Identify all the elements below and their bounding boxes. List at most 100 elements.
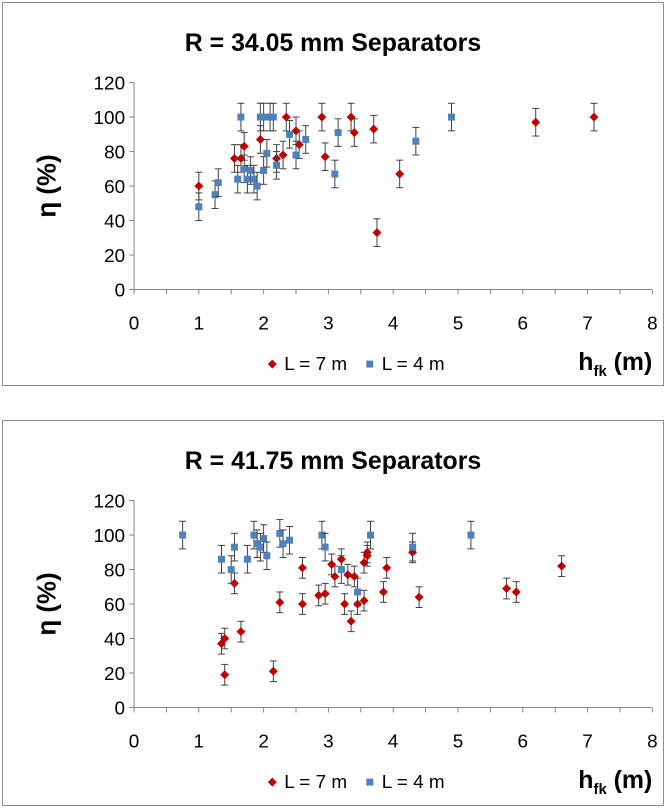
x-axis-label-main: h [578, 766, 593, 794]
series-l7m [194, 102, 599, 247]
data-point [260, 167, 268, 175]
y-tick-label: 120 [94, 74, 126, 95]
x-tick-label: 5 [453, 313, 464, 334]
data-point [218, 555, 225, 563]
data-point [314, 590, 324, 600]
data-point [367, 531, 374, 539]
data-point [255, 135, 265, 144]
data-point [327, 559, 337, 569]
data-point [354, 588, 362, 596]
data-point [243, 175, 251, 183]
x-tick-label: 7 [582, 313, 593, 334]
data-point [340, 599, 350, 609]
x-axis-label-subscript: fk [593, 781, 607, 798]
chart-panel-1: R = 34.05 mm Separators 0 20 40 60 80 100 120 0 1… [2, 2, 664, 386]
data-point [362, 551, 372, 561]
data-point [234, 175, 242, 183]
data-point [331, 170, 339, 178]
chart-1-svg: R = 34.05 mm Separators 0 20 40 60 80 100 120 0 1… [33, 29, 657, 380]
data-point [378, 587, 388, 597]
y-tick-label: 0 [115, 280, 126, 301]
data-point [346, 616, 356, 626]
x-axis-label: hfk (m) [578, 766, 652, 798]
data-point [298, 599, 307, 609]
x-tick-label: 6 [517, 313, 528, 334]
x-axis-label-main: h [578, 348, 593, 376]
series-l4m [195, 102, 455, 222]
data-point [253, 182, 261, 190]
data-point [318, 531, 326, 539]
data-point [448, 113, 455, 121]
series-l4m [179, 519, 475, 607]
data-point [321, 543, 329, 551]
y-tick-label: 20 [104, 246, 125, 267]
x-tick-label: 1 [194, 313, 205, 334]
chart-panel-2: R = 41.75 mm Separators 0 20 40 60 80 100 120 0 1… [2, 420, 664, 806]
x-tick-label: 3 [323, 731, 334, 752]
data-point [220, 670, 230, 680]
x-tick-label: 8 [647, 731, 658, 752]
data-point [294, 140, 304, 150]
legend-label: L = 4 m [382, 354, 445, 375]
y-tick-label: 100 [94, 526, 126, 547]
legend-marker-diamond [267, 777, 277, 787]
data-point [278, 150, 288, 160]
legend-label: L = 4 m [382, 772, 445, 793]
x-axis-label-subscript: fk [593, 363, 607, 380]
y-tick-label: 40 [104, 211, 125, 232]
y-tick-label: 60 [104, 177, 125, 198]
data-point [414, 592, 424, 602]
data-point [273, 161, 281, 169]
data-point [337, 566, 345, 574]
data-point [260, 113, 268, 121]
x-tick-label: 4 [388, 313, 399, 334]
data-point [286, 536, 294, 544]
data-point [227, 566, 235, 574]
data-point [256, 543, 264, 551]
data-point [382, 563, 392, 573]
x-tick-label: 2 [258, 313, 269, 334]
y-axis-label: η (%) [33, 572, 61, 635]
data-point [236, 627, 246, 637]
y-tick-label: 0 [115, 698, 126, 719]
y-tick-label: 80 [104, 143, 125, 164]
data-point [250, 531, 258, 539]
data-point [214, 179, 222, 187]
data-point [230, 543, 238, 551]
data-point [531, 117, 541, 127]
x-axis-label-unit: (m) [607, 766, 653, 794]
data-point [263, 552, 271, 560]
data-point [194, 181, 204, 191]
y-tick-label: 80 [104, 561, 125, 582]
data-point [276, 529, 284, 537]
legend-marker-diamond [267, 359, 277, 369]
chart-2-svg: R = 41.75 mm Separators 0 20 40 60 80 100 120 0 1… [33, 447, 658, 798]
x-tick-label: 5 [453, 731, 464, 752]
data-point [279, 540, 287, 548]
data-point [372, 228, 382, 238]
series-l7m [217, 541, 567, 686]
legend-marker-square [366, 360, 374, 368]
data-point [286, 130, 294, 138]
x-tick-label: 3 [323, 313, 334, 334]
legend-marker-square [366, 778, 374, 786]
data-point [229, 153, 239, 163]
data-point [320, 589, 330, 599]
data-point [320, 152, 330, 162]
data-point [511, 587, 521, 597]
legend-label: L = 7 m [284, 772, 347, 793]
y-tick-label: 20 [104, 664, 125, 685]
data-point [275, 597, 285, 607]
data-point [268, 666, 278, 676]
data-point [412, 137, 420, 145]
data-point [243, 555, 251, 563]
data-point [334, 129, 342, 137]
x-tick-label: 4 [388, 731, 399, 752]
data-point [220, 634, 230, 644]
x-tick-label: 2 [258, 731, 269, 752]
y-tick-label: 120 [94, 492, 126, 513]
data-point [467, 531, 475, 539]
data-point [239, 141, 249, 151]
data-point [269, 113, 277, 121]
data-point [250, 175, 258, 183]
